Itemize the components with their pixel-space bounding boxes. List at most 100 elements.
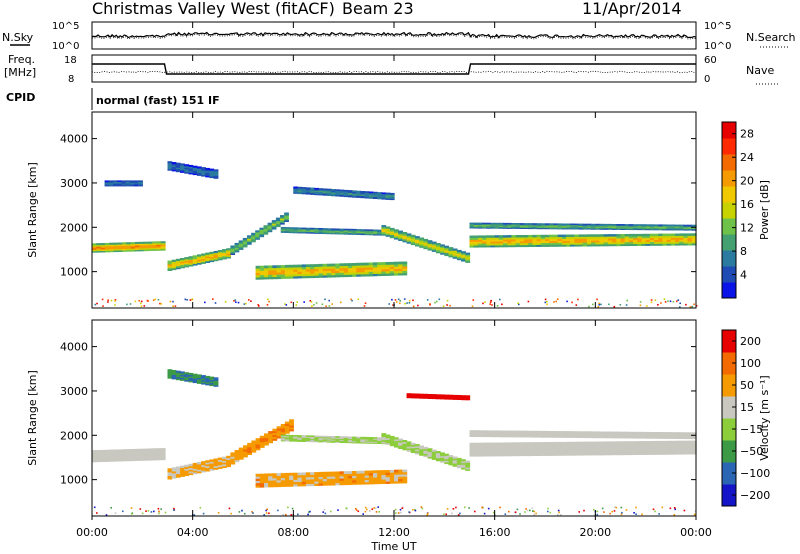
heatmap-cell-band-7 [683,437,689,440]
scatter-cell [394,299,397,301]
heatmap-cell-band-7 [637,239,643,243]
heatmap-cell-band-2 [234,457,240,461]
scatter-cell [654,510,656,513]
heatmap-cell-band-5 [331,192,336,195]
heatmap-cell-band-4 [373,230,378,232]
heatmap-cell-band-5 [364,195,370,198]
heatmap-cell-band-0 [134,244,140,247]
heatmap-cell-band-8 [435,397,441,399]
heatmap-cell-band-7 [524,435,529,438]
heatmap-cell-band-6 [633,443,638,447]
scatter-cell [652,508,655,511]
heatmap-cell-band-7 [515,235,521,238]
heatmap-cell-band-2 [238,240,244,243]
scatter-cell [414,508,416,511]
scatter-cell [544,298,547,301]
heatmap-cell-band-3 [268,477,273,481]
heatmap-cell-band-3 [284,264,290,268]
heatmap-cell-band-7 [607,431,613,434]
heatmap-cell-band-5 [423,448,429,451]
scatter-cell [282,514,284,516]
heatmap-cell-band-3 [389,476,395,480]
heatmap-cell-band-5 [310,193,315,195]
scatter-cell [608,303,610,306]
heatmap-cell-band-8 [595,225,601,228]
heatmap-cell-band-5 [343,192,349,194]
heatmap-cell-band-7 [532,240,538,244]
scatter-cell [443,513,445,516]
station-title: Christmas Valley West (fitACF) [92,0,335,18]
scatter-cell [596,510,599,513]
heatmap-cell-band-3 [398,270,403,274]
heatmap-cell-band-7 [498,431,504,434]
heatmap-cell-band-0 [100,451,106,455]
heatmap-cell-band-3 [360,470,366,474]
scatter-cell [625,304,628,306]
heatmap-cell-band-1 [188,261,194,264]
heatmap-cell-band-3 [297,264,303,268]
heatmap-cell-band-8 [679,228,684,230]
heatmap-cell-band-7 [498,433,504,436]
heatmap-cell-band-7 [687,241,693,244]
heatmap-cell-band-7 [557,238,563,241]
heatmap-cell-band-6 [419,239,424,242]
heatmap-cell-band-9 [175,375,181,378]
heatmap-cell-band-3 [347,267,353,271]
heatmap-cell-band-4 [310,228,315,231]
heatmap-cell-band-4 [326,231,332,234]
heatmap-cell-band-7 [666,437,672,439]
heatmap-cell-band-6 [515,442,521,446]
heatmap-cell-band-3 [352,267,357,271]
heatmap-cell-band-6 [679,440,684,444]
heatmap-cell-band-8 [574,226,580,228]
x-tick-label: 08:00 [277,526,309,539]
heatmap-cell-band-7 [574,244,580,247]
heatmap-cell-band-10 [196,169,202,172]
heatmap-cell-band-2 [234,250,240,253]
heatmap-cell-band-2 [247,452,252,455]
heatmap-cell-band-0 [130,450,136,454]
heatmap-cell-band-8 [595,224,601,227]
heatmap-cell-band-4 [339,228,345,231]
heatmap-cell-band-3 [335,272,341,276]
heatmap-cell-band-7 [490,433,496,436]
scatter-cell [446,304,448,306]
heatmap-cell-band-7 [628,436,634,439]
heatmap-cell-band-8 [444,396,450,398]
heatmap-cell-band-9 [117,182,122,184]
heatmap-cell-band-7 [536,435,542,437]
heatmap-cell-band-5 [452,461,458,464]
scatter-cell [377,506,379,508]
heatmap-cell-band-8 [490,225,496,227]
heatmap-cell-band-4 [373,441,378,443]
heatmap-cell-band-6 [511,446,517,450]
heatmap-cell-band-3 [347,269,353,273]
heatmap-cell-band-6 [461,251,466,254]
heatmap-cell-band-4 [280,438,286,441]
heatmap-cell-band-6 [440,250,445,254]
heatmap-cell-band-1 [192,256,198,260]
heatmap-cell-band-7 [645,435,651,437]
heatmap-cell-band-6 [540,446,546,450]
heatmap-cell-band-3 [335,267,341,271]
heatmap-cell-band-10 [192,173,198,176]
scatter-cell [252,512,254,514]
scatter-cell [257,304,259,306]
heatmap-cell-band-8 [486,226,492,228]
heatmap-cell-band-6 [591,450,596,454]
heatmap-cell-band-6 [524,446,529,450]
heatmap-cell-band-9 [129,184,135,187]
heatmap-cell-band-6 [431,243,437,246]
heatmap-cell-band-9 [167,369,173,372]
heatmap-cell-band-3 [352,477,357,481]
heatmap-cell-band-6 [654,443,659,446]
heatmap-cell-band-4 [310,438,315,441]
heatmap-cell-band-7 [691,242,697,246]
heatmap-cell-band-7 [628,241,634,245]
heatmap-cell-band-0 [113,244,119,247]
heatmap-cell-band-2 [264,443,269,446]
heatmap-cell-band-6 [679,445,684,448]
heatmap-cell-band-6 [624,441,630,444]
scatter-cell [557,509,560,512]
heatmap-cell-band-8 [452,396,458,398]
